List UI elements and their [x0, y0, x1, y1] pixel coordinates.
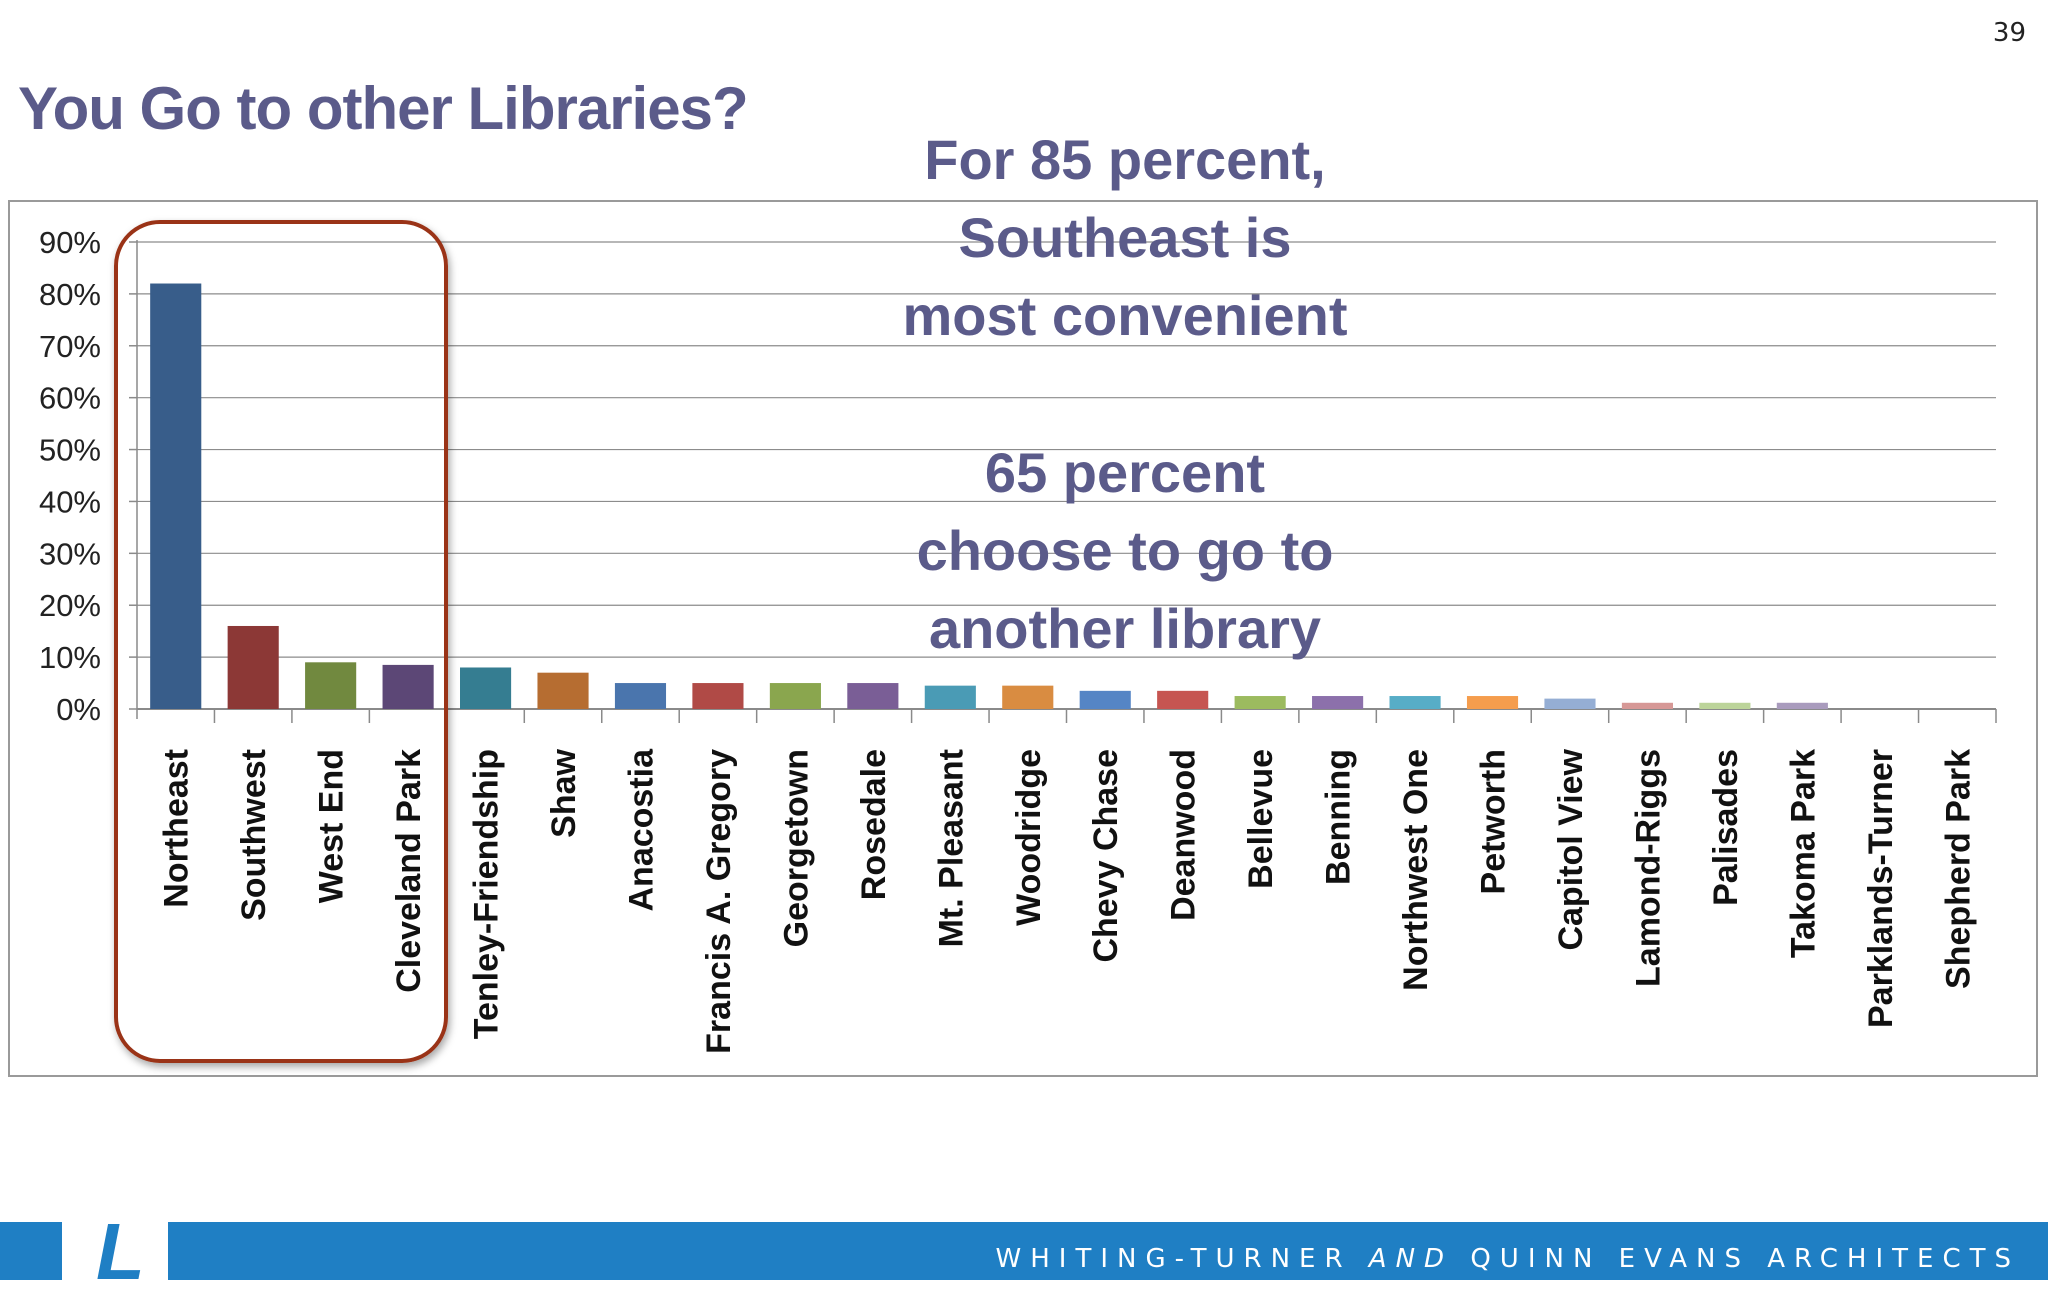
- callout-another-library: 65 percent choose to go to another libra…: [855, 434, 1395, 668]
- x-tick-label: Lamond-Riggs: [1629, 749, 1667, 987]
- x-tick-label: Shaw: [545, 748, 583, 837]
- callout-convenient: For 85 percent, Southeast is most conven…: [855, 121, 1395, 355]
- x-tick-label: Deanwood: [1165, 749, 1203, 921]
- slide-title: You Go to other Libraries?: [18, 75, 749, 142]
- y-tick-label: 20%: [39, 588, 101, 623]
- bar: [1002, 685, 1054, 709]
- bar: [460, 667, 512, 709]
- x-tick-label: Southwest: [235, 749, 273, 921]
- x-tick-label: West End: [313, 749, 351, 903]
- bar: [614, 683, 667, 709]
- x-tick-label: Tenley-Friendship: [468, 749, 506, 1039]
- bar: [1157, 690, 1209, 709]
- footer-bar: [0, 1222, 2048, 1280]
- footer-company-name: WHITING-TURNER AND QUINN EVANS ARCHITECT…: [996, 1244, 2020, 1274]
- y-tick-label: 40%: [39, 484, 101, 519]
- x-tick-label: Mt. Pleasant: [932, 749, 970, 947]
- bar: [1776, 702, 1828, 709]
- x-tick-label: Georgetown: [777, 749, 815, 947]
- bar: [227, 625, 279, 709]
- bar: [924, 685, 976, 709]
- x-tick-label: Shepherd Park: [1939, 749, 1977, 989]
- y-tick-label: 70%: [39, 329, 101, 364]
- x-tick-label: Woodridge: [1010, 749, 1048, 926]
- bar: [769, 683, 821, 709]
- bar: [1234, 696, 1286, 709]
- x-tick-label: Francis A. Gregory: [700, 749, 738, 1054]
- callout-another-line: another library: [928, 597, 1322, 660]
- callout-another-line: choose to go to: [916, 519, 1334, 582]
- bar: [1544, 698, 1596, 709]
- x-tick-label: Takoma Park: [1784, 749, 1822, 958]
- footer-logo-box: [62, 1222, 168, 1280]
- bar: [382, 664, 434, 709]
- company-logo: L: [96, 1207, 145, 1296]
- y-tick-label: 80%: [39, 277, 101, 312]
- bar: [1699, 702, 1751, 709]
- x-tick-label: Bellevue: [1242, 749, 1280, 889]
- bar: [305, 662, 357, 709]
- footer-company-and: AND: [1368, 1244, 1454, 1274]
- x-tick-label: Cleveland Park: [390, 749, 428, 993]
- x-tick-label: Benning: [1320, 749, 1358, 885]
- bar: [1389, 696, 1441, 709]
- bar-chart: 0% 10% 20% 30% 40% 50% 60% 70% 80% 90% Northeast So…: [39, 225, 1997, 1054]
- bar: [1621, 702, 1673, 709]
- footer-company-part2: QUINN EVANS ARCHITECTS: [1470, 1244, 2020, 1274]
- y-tick-label: 0%: [56, 692, 101, 727]
- bar: [1312, 696, 1364, 709]
- x-tick-label: Rosedale: [855, 749, 893, 900]
- bar: [847, 683, 899, 709]
- y-tick-label: 30%: [39, 536, 101, 571]
- callout-convenient-line: For 85 percent,: [924, 128, 1326, 191]
- x-tick-label: Capitol View: [1552, 748, 1590, 950]
- y-tick-label: 60%: [39, 381, 101, 416]
- callout-convenient-line: Southeast is: [958, 206, 1292, 269]
- highlight-box: [114, 220, 448, 1063]
- x-tick-label: Northwest One: [1397, 749, 1435, 991]
- bar: [1466, 696, 1519, 709]
- y-tick-label: 50%: [39, 433, 101, 468]
- footer-company-part1: WHITING-TURNER: [995, 1244, 1352, 1274]
- x-tick-label: Palisades: [1707, 749, 1745, 906]
- x-tick-label: Chevy Chase: [1087, 749, 1125, 963]
- callout-another-line: 65 percent: [984, 441, 1266, 504]
- bar: [1079, 690, 1131, 709]
- x-tick-label: Petworth: [1475, 749, 1513, 894]
- bar: [150, 283, 202, 709]
- callout-convenient-line: most convenient: [902, 284, 1348, 347]
- x-tick-label: Northeast: [158, 749, 196, 908]
- slide-number: 39: [1992, 18, 2026, 48]
- x-tick-label: Anacostia: [622, 748, 660, 912]
- x-tick-label: Parklands-Turner: [1862, 749, 1900, 1028]
- y-tick-label: 10%: [39, 640, 101, 675]
- bar: [537, 672, 589, 709]
- bar: [692, 683, 744, 709]
- y-tick-label: 90%: [39, 225, 101, 260]
